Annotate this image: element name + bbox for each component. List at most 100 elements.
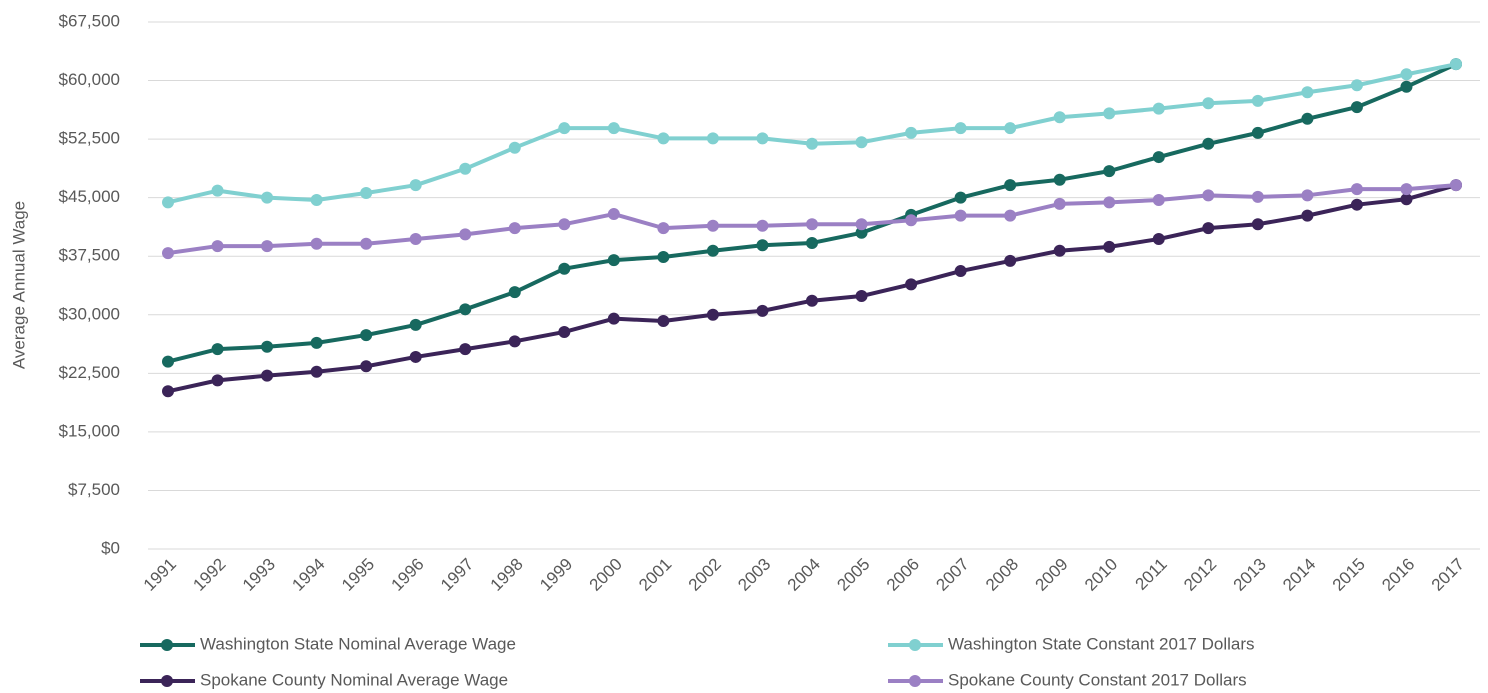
data-point [1202,189,1215,202]
data-point [706,132,719,145]
data-point [409,318,422,331]
x-tick-label: 2008 [982,555,1022,595]
data-point [706,244,719,257]
data-point [1202,97,1215,110]
data-point [1350,183,1363,196]
data-point [1152,102,1165,115]
data-point [211,343,224,356]
x-tick-label: 1991 [140,555,180,595]
data-point [211,184,224,197]
data-point [905,278,918,291]
x-tick-label: 2007 [932,555,972,595]
legend-label: Spokane County Nominal Average Wage [200,670,508,689]
legend-marker [909,639,921,651]
data-point [855,226,868,239]
data-point [162,247,174,260]
x-tick-label: 2016 [1378,555,1418,595]
data-point [607,254,620,267]
legend-label: Washington State Constant 2017 Dollars [948,634,1255,653]
x-tick-label: 1993 [239,555,279,595]
data-point [954,209,967,222]
data-point [409,179,422,192]
data-point [806,137,818,150]
data-point [657,315,670,328]
legend-marker [161,675,173,687]
legend-marker [161,639,173,651]
data-point [855,136,868,149]
x-tick-label: 1998 [487,555,527,595]
y-tick-label: $22,500 [59,363,120,382]
data-point [657,222,670,235]
data-point [706,219,719,232]
data-point [261,240,274,253]
data-point [1400,193,1413,206]
data-point [607,312,620,325]
y-tick-label: $52,500 [59,129,120,148]
data-point [162,355,174,368]
data-point [1152,151,1165,164]
data-point [508,286,521,299]
data-point [1103,196,1116,209]
x-tick-label: 2012 [1180,555,1220,595]
y-tick-label: $67,500 [59,11,120,30]
data-point [508,222,521,235]
data-point [310,365,323,378]
data-point [360,329,373,342]
data-point [806,236,818,249]
data-point [558,262,571,275]
data-point [607,122,620,135]
data-point [1004,179,1017,192]
y-tick-label: $45,000 [59,187,120,206]
data-point [706,308,719,321]
legend-marker [909,675,921,687]
data-point [261,369,274,382]
x-tick-label: 1994 [288,555,328,595]
series-line [167,183,1457,394]
data-point [1251,218,1264,231]
data-point [360,186,373,199]
y-tick-label: $0 [101,538,120,557]
y-tick-label: $15,000 [59,421,120,440]
data-point [1400,68,1413,81]
data-point [409,350,422,363]
data-point [954,191,967,204]
data-point [310,336,323,349]
data-point [1350,101,1363,114]
data-point [1400,80,1413,93]
data-point [1004,209,1017,222]
x-tick-label: 2003 [734,555,774,595]
data-point [607,208,620,221]
data-point [558,325,571,338]
x-tick-label: 2014 [1279,555,1319,595]
data-point [657,251,670,264]
data-point [310,237,323,250]
data-point [657,132,670,145]
x-tick-label: 2010 [1081,555,1121,595]
data-point [508,335,521,348]
data-point [855,218,868,231]
data-point [756,304,769,317]
data-point [310,194,323,207]
x-tick-label: 1999 [536,555,576,595]
data-point [1450,179,1462,192]
data-point [409,233,422,246]
data-point [1251,190,1264,203]
data-point [1152,233,1165,246]
data-point [806,294,818,307]
data-point [459,162,472,175]
y-tick-label: $7,500 [68,480,120,499]
data-point [459,228,472,241]
data-point [508,141,521,154]
x-tick-label: 2017 [1428,555,1468,595]
x-tick-label: 1992 [189,555,229,595]
data-point [1301,209,1314,222]
legend-label: Spokane County Constant 2017 Dollars [948,670,1247,689]
data-point [1202,137,1215,150]
x-tick-label: 1997 [437,555,477,595]
data-point [558,122,571,135]
data-point [162,385,174,398]
y-tick-label: $30,000 [59,304,120,323]
y-tick-label: $60,000 [59,70,120,89]
data-point [855,290,868,303]
data-point [954,122,967,135]
